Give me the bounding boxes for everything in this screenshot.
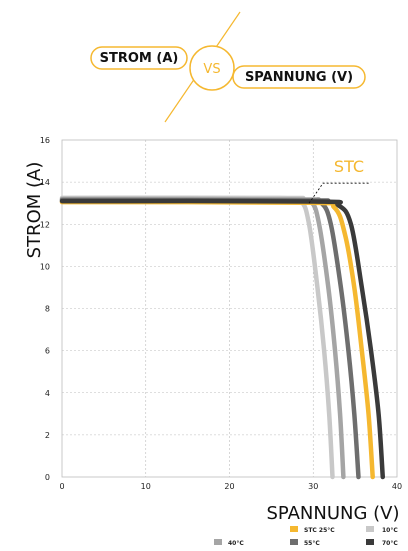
header-left-label: STROM (A) — [100, 51, 179, 66]
series-line-70-c — [59, 198, 386, 480]
y-tick-label: 6 — [45, 347, 50, 356]
legend: STC 25°C 10°C 40°C 55°C 70°C — [214, 526, 398, 547]
header-vs-label: VS — [203, 62, 220, 77]
header-graphic: STROM (A) SPANNUNG (V) VS — [90, 11, 366, 123]
header-right-label: SPANNUNG (V) — [245, 70, 353, 85]
y-tick-label: 14 — [40, 178, 50, 187]
stc-annotation: STC — [308, 157, 369, 204]
header-vs-circle — [189, 45, 235, 91]
x-axis-title: SPANNUNG (V) — [266, 503, 399, 524]
legend-swatch-10c — [366, 526, 374, 532]
series-lines — [59, 195, 386, 480]
y-tick-label: 4 — [45, 389, 50, 398]
legend-swatch-55c — [290, 539, 298, 545]
legend-label-40c: 40°C — [228, 540, 244, 547]
grid-lines — [62, 140, 397, 477]
legend-swatch-70c — [366, 539, 374, 545]
legend-label-10c: 10°C — [382, 527, 398, 534]
y-tick-label: 12 — [40, 220, 50, 229]
x-tick-label: 40 — [392, 482, 402, 491]
y-axis-title: STROM (A) — [24, 162, 45, 259]
x-tick-label: 0 — [59, 482, 64, 491]
series-line-stc-25-c — [59, 199, 375, 480]
y-tick-label: 10 — [40, 262, 50, 271]
y-tick-label: 0 — [45, 473, 50, 482]
x-tick-label: 30 — [308, 482, 318, 491]
y-tick-labels: 0 2 4 6 8 10 12 14 16 — [40, 136, 50, 482]
legend-swatch-stc — [290, 526, 298, 532]
x-tick-labels: 0 10 20 30 40 — [59, 482, 402, 491]
legend-label-stc: STC 25°C — [304, 527, 335, 534]
legend-label-55c: 55°C — [304, 540, 320, 547]
y-tick-label: 2 — [45, 431, 50, 440]
x-tick-label: 20 — [224, 482, 234, 491]
y-tick-label: 16 — [40, 136, 50, 145]
header-left-pill — [90, 46, 188, 70]
y-tick-label: 8 — [45, 305, 50, 314]
header-right-pill — [232, 65, 366, 89]
stc-leader-line — [308, 182, 369, 204]
legend-label-70c: 70°C — [382, 540, 398, 547]
stc-label: STC — [334, 157, 364, 176]
series-line-40-c — [59, 196, 346, 480]
legend-swatch-40c — [214, 539, 222, 545]
x-tick-label: 10 — [141, 482, 151, 491]
